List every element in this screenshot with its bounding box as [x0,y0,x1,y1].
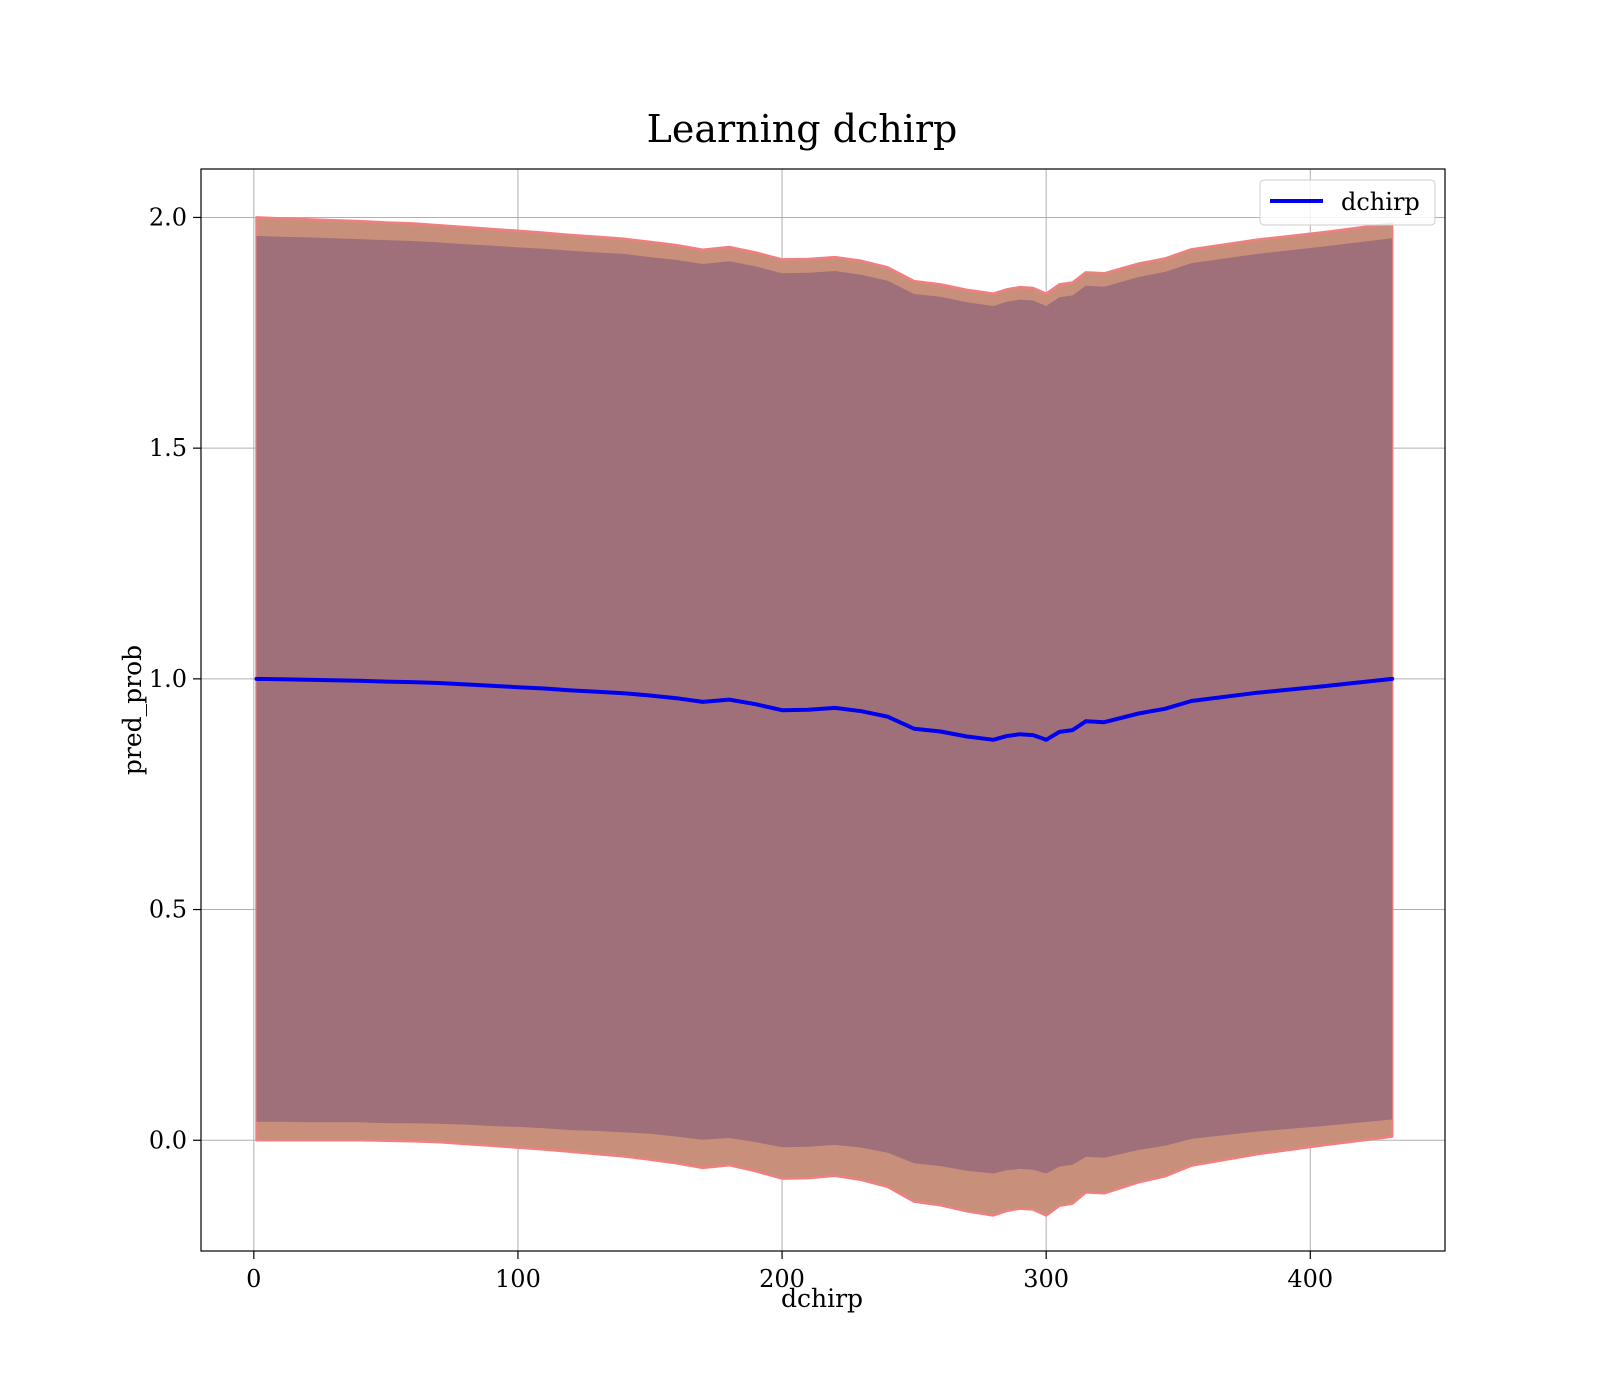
y-tick-label: 1.0 [149,665,187,693]
x-tick-label: 400 [1287,1265,1333,1293]
y-tick-label: 1.5 [149,434,187,462]
inner-uncertainty-band [256,235,1393,1174]
x-tick-label: 300 [1023,1265,1069,1293]
y-tick-label: 0.0 [149,1126,187,1154]
x-axis-ticks: 0 100 200 300 400 [246,1251,1333,1293]
x-tick-label: 100 [495,1265,541,1293]
x-axis-label: dchirp [781,1284,863,1313]
y-tick-label: 2.0 [149,203,187,231]
x-tick-label: 0 [246,1265,261,1293]
confidence-bands [255,216,1394,1217]
legend-entry-dchirp: dchirp [1341,188,1420,216]
series-line-dchirp [254,676,1395,742]
y-axis-label: pred_prob [118,645,147,775]
y-axis-ticks: 0.0 0.5 1.0 1.5 2.0 [149,203,201,1154]
series-lines [254,676,1395,742]
legend: dchirp [1259,179,1436,226]
x-tick-label: 200 [759,1265,805,1293]
y-tick-label: 0.5 [149,896,187,924]
plot-frame [200,168,1446,1252]
legend-box [1259,179,1436,226]
chart-title: Learning dchirp [647,107,958,151]
